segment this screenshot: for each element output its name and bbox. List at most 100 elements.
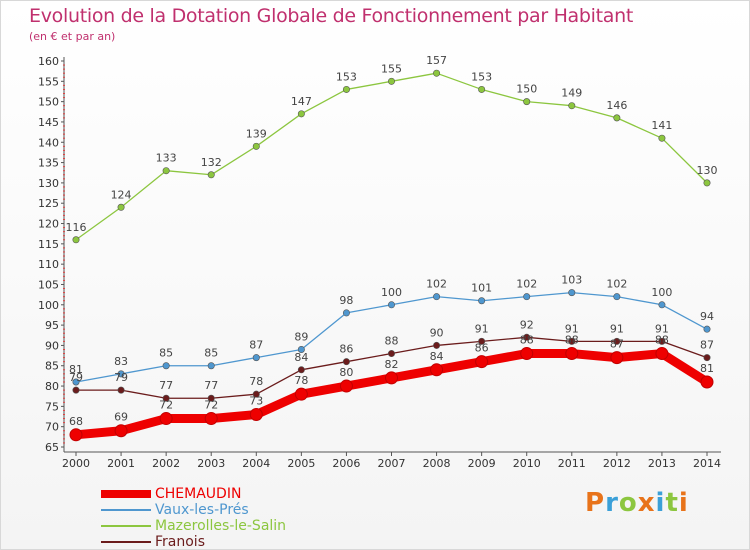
data-label: 124: [111, 188, 132, 201]
data-label: 80: [339, 366, 353, 379]
y-tick-label: 145: [38, 116, 59, 129]
y-minor-tick: [63, 251, 65, 253]
x-tick-label: 2012: [603, 457, 631, 470]
data-label: 90: [430, 326, 444, 339]
y-minor-tick: [63, 105, 65, 107]
x-tick-label: 2008: [423, 457, 451, 470]
y-minor-tick: [63, 158, 65, 160]
y-tick-label: 70: [45, 421, 59, 434]
brand-logo: Proxiti: [585, 488, 689, 518]
y-minor-tick: [63, 357, 65, 359]
x-tick-label: 2001: [107, 457, 135, 470]
y-minor-tick: [63, 174, 65, 176]
y-minor-tick: [63, 320, 65, 322]
y-minor-tick: [63, 389, 65, 391]
y-minor-tick: [63, 434, 65, 436]
data-point: [523, 98, 531, 106]
legend-label: CHEMAUDIN: [155, 486, 242, 502]
data-label: 139: [246, 127, 267, 140]
data-point: [252, 354, 260, 362]
y-minor-tick: [63, 64, 65, 66]
data-point: [568, 337, 576, 345]
y-minor-tick: [63, 442, 65, 444]
data-point: [475, 355, 489, 369]
legend-swatch: [101, 509, 151, 511]
x-tick-label: 2009: [468, 457, 496, 470]
data-label: 116: [66, 221, 87, 234]
data-point: [162, 362, 170, 370]
y-tick-label: 125: [38, 197, 59, 210]
y-minor-tick: [63, 361, 65, 363]
data-point: [72, 386, 80, 394]
legend-swatch: [101, 525, 151, 527]
data-point: [613, 114, 621, 122]
y-minor-tick: [63, 214, 65, 216]
data-point: [252, 390, 260, 398]
data-point: [703, 325, 711, 333]
brand-letter: i: [655, 488, 666, 518]
data-point: [658, 134, 666, 142]
data-point: [339, 379, 353, 393]
data-label: 91: [655, 322, 669, 335]
y-minor-tick: [63, 401, 65, 403]
legend-swatch: [101, 490, 151, 498]
data-point: [342, 309, 350, 317]
data-point: [610, 351, 624, 365]
data-point: [613, 337, 621, 345]
data-label: 86: [475, 342, 489, 355]
y-minor-tick: [63, 137, 65, 139]
data-point: [159, 412, 173, 426]
data-point: [655, 347, 669, 361]
y-minor-tick: [63, 84, 65, 86]
y-minor-tick: [63, 218, 65, 220]
y-tick-label: 85: [45, 360, 59, 373]
brand-letter: i: [678, 488, 689, 518]
data-label: 82: [385, 358, 399, 371]
x-tick-label: 2014: [693, 457, 721, 470]
chart-axes: 65 70 75 80 85 90 95 100 105 110 115 120 125 130 135 14…: [38, 55, 721, 470]
data-point: [613, 293, 621, 301]
legend-label: Vaux-les-Prés: [155, 502, 249, 518]
data-label: 157: [426, 54, 447, 67]
data-label: 85: [159, 347, 173, 360]
data-label: 133: [156, 152, 177, 165]
chart-data-labels: 68 69 72 72 73 78 80 82 84 86 88 88 87 88 81 81 83 85 85 87…: [66, 54, 718, 428]
data-point: [72, 378, 80, 386]
x-tick-label: 2005: [287, 457, 315, 470]
data-point: [207, 362, 215, 370]
y-minor-tick: [63, 336, 65, 338]
y-minor-tick: [63, 113, 65, 115]
data-point: [703, 354, 711, 362]
data-label: 88: [565, 334, 579, 347]
y-minor-tick: [63, 373, 65, 375]
data-label: 147: [291, 95, 312, 108]
data-label: 102: [606, 278, 627, 291]
y-tick-label: 135: [38, 157, 59, 170]
y-tick-label: 75: [45, 400, 59, 413]
y-tick-label: 65: [45, 441, 59, 454]
y-minor-tick: [63, 332, 65, 334]
y-minor-tick: [63, 149, 65, 151]
y-tick-label: 100: [38, 299, 59, 312]
data-point: [297, 110, 305, 118]
y-tick-label: 130: [38, 177, 59, 190]
x-tick-label: 2003: [197, 457, 225, 470]
y-minor-tick: [63, 178, 65, 180]
y-minor-tick: [63, 186, 65, 188]
data-label: 102: [426, 278, 447, 291]
data-label: 91: [610, 322, 624, 335]
y-minor-tick: [63, 259, 65, 261]
brand-letter: x: [637, 488, 656, 518]
legend-label: Franois: [155, 534, 205, 550]
data-label: 85: [204, 347, 218, 360]
data-point: [297, 366, 305, 374]
data-point: [523, 333, 531, 341]
y-minor-tick: [63, 109, 65, 111]
x-tick-label: 2002: [152, 457, 180, 470]
data-label: 79: [114, 371, 128, 384]
data-point: [252, 142, 260, 150]
y-minor-tick: [63, 72, 65, 74]
data-label: 72: [204, 399, 218, 412]
data-point: [162, 167, 170, 175]
brand-letter: t: [665, 488, 679, 518]
